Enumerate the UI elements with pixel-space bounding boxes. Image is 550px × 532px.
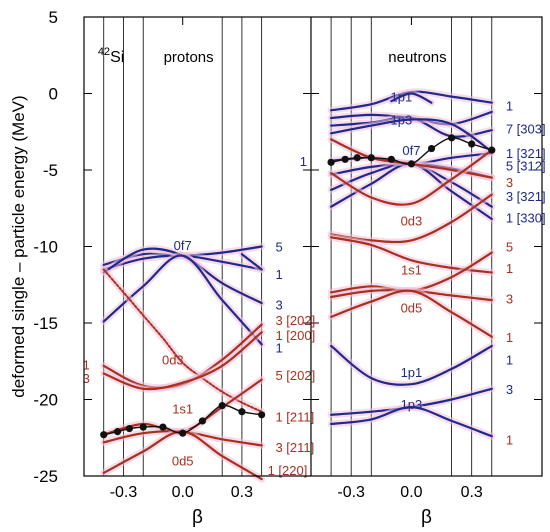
data-point	[488, 146, 496, 154]
level-label: 1 [321]	[506, 146, 546, 161]
level-label: 1p1	[401, 365, 423, 380]
x-tick-label: -0.3	[337, 484, 365, 501]
level-label: 0d5	[172, 454, 194, 469]
nucleus-label: 42Si	[98, 46, 124, 66]
level-label: 0f7	[174, 238, 192, 253]
level-label: 1s1	[172, 402, 193, 417]
level-label: 1	[275, 267, 282, 282]
data-point	[125, 424, 133, 433]
level-label: 1	[83, 357, 90, 372]
y-tick-label: -5	[43, 161, 58, 180]
level-curve	[330, 118, 493, 153]
data-point	[179, 429, 187, 437]
data-point	[341, 155, 349, 163]
x-tick-label: 0.0	[400, 484, 422, 501]
level-label: 7 [303]	[506, 122, 546, 137]
data-point	[159, 423, 167, 431]
level-label: 1p3	[391, 113, 413, 128]
level-label: 3 [211]	[275, 440, 314, 455]
level-label: 0d5	[401, 301, 423, 316]
level-label: 1s1	[401, 262, 422, 277]
panel-title: protons	[164, 49, 214, 66]
x-axis-title: β	[192, 507, 203, 528]
data-point	[100, 431, 108, 439]
level-label: 3	[506, 382, 513, 397]
level-label: 1p1	[391, 90, 413, 105]
y-tick-label: -10	[33, 238, 58, 257]
data-point	[367, 154, 375, 162]
data-point	[238, 408, 246, 416]
data-point	[139, 423, 147, 431]
data-point	[448, 134, 456, 142]
data-point	[218, 402, 226, 410]
data-point	[258, 411, 266, 419]
x-tick-label: 0.0	[172, 484, 194, 501]
data-point	[468, 140, 476, 148]
level-label: 3	[83, 371, 90, 386]
level-label: 1	[506, 353, 513, 368]
data-point	[407, 160, 416, 168]
level-label: 1 [330]	[506, 210, 546, 225]
y-tick-label: -25	[33, 467, 58, 486]
level-label: 5 [202]	[275, 368, 315, 383]
data-point	[427, 144, 436, 153]
level-label: 3 [321]	[506, 189, 546, 204]
data-point	[387, 155, 395, 163]
level-label: 5	[275, 240, 282, 255]
level-label: 1p3	[401, 397, 423, 412]
level-label: 3	[506, 175, 513, 190]
level-label: 0d3	[401, 213, 423, 228]
y-tick-label: -20	[33, 391, 58, 410]
level-label: 3 [202]	[275, 313, 315, 328]
x-tick-label: -0.3	[110, 484, 138, 501]
level-curve	[390, 92, 433, 104]
x-tick-label: 0.3	[461, 484, 483, 501]
level-label: 0f7	[402, 143, 420, 158]
level-curve	[103, 404, 262, 436]
level-curve	[330, 344, 493, 386]
level-label: 0d3	[162, 353, 184, 368]
level-label: 3	[506, 292, 513, 307]
level-label: 1	[506, 261, 513, 276]
level-label: 3	[275, 298, 282, 313]
y-tick-label: 5	[49, 8, 58, 27]
y-tick-label: -15	[33, 314, 58, 333]
level-curve	[102, 331, 263, 391]
panel-title: neutrons	[388, 49, 446, 66]
level-label: 5 [312]	[506, 158, 546, 173]
data-point	[113, 428, 122, 436]
data-point	[353, 154, 361, 162]
plot-frame	[83, 16, 543, 477]
data-point	[327, 158, 335, 166]
level-label: 1	[300, 154, 307, 169]
level-label: 1	[275, 340, 282, 355]
level-label: 1 [200]	[275, 328, 315, 343]
level-label: 5	[506, 240, 513, 255]
x-axis-title: β	[421, 507, 432, 528]
level-label: 1	[506, 330, 513, 345]
data-point	[198, 417, 207, 425]
level-label: 1	[506, 432, 513, 447]
x-tick-label: 0.3	[231, 484, 253, 501]
y-tick-label: 0	[49, 85, 58, 104]
level-curve	[330, 149, 493, 206]
level-curve	[330, 137, 492, 165]
level-label: 1 [220]	[268, 463, 308, 478]
level-label: 1 [211]	[275, 409, 314, 424]
level-curve	[330, 289, 493, 338]
level-curve	[330, 405, 493, 438]
y-axis-title: deformed single – particle energy (MeV)	[9, 95, 28, 397]
level-label: 1	[506, 99, 513, 114]
level-curve	[240, 253, 263, 271]
